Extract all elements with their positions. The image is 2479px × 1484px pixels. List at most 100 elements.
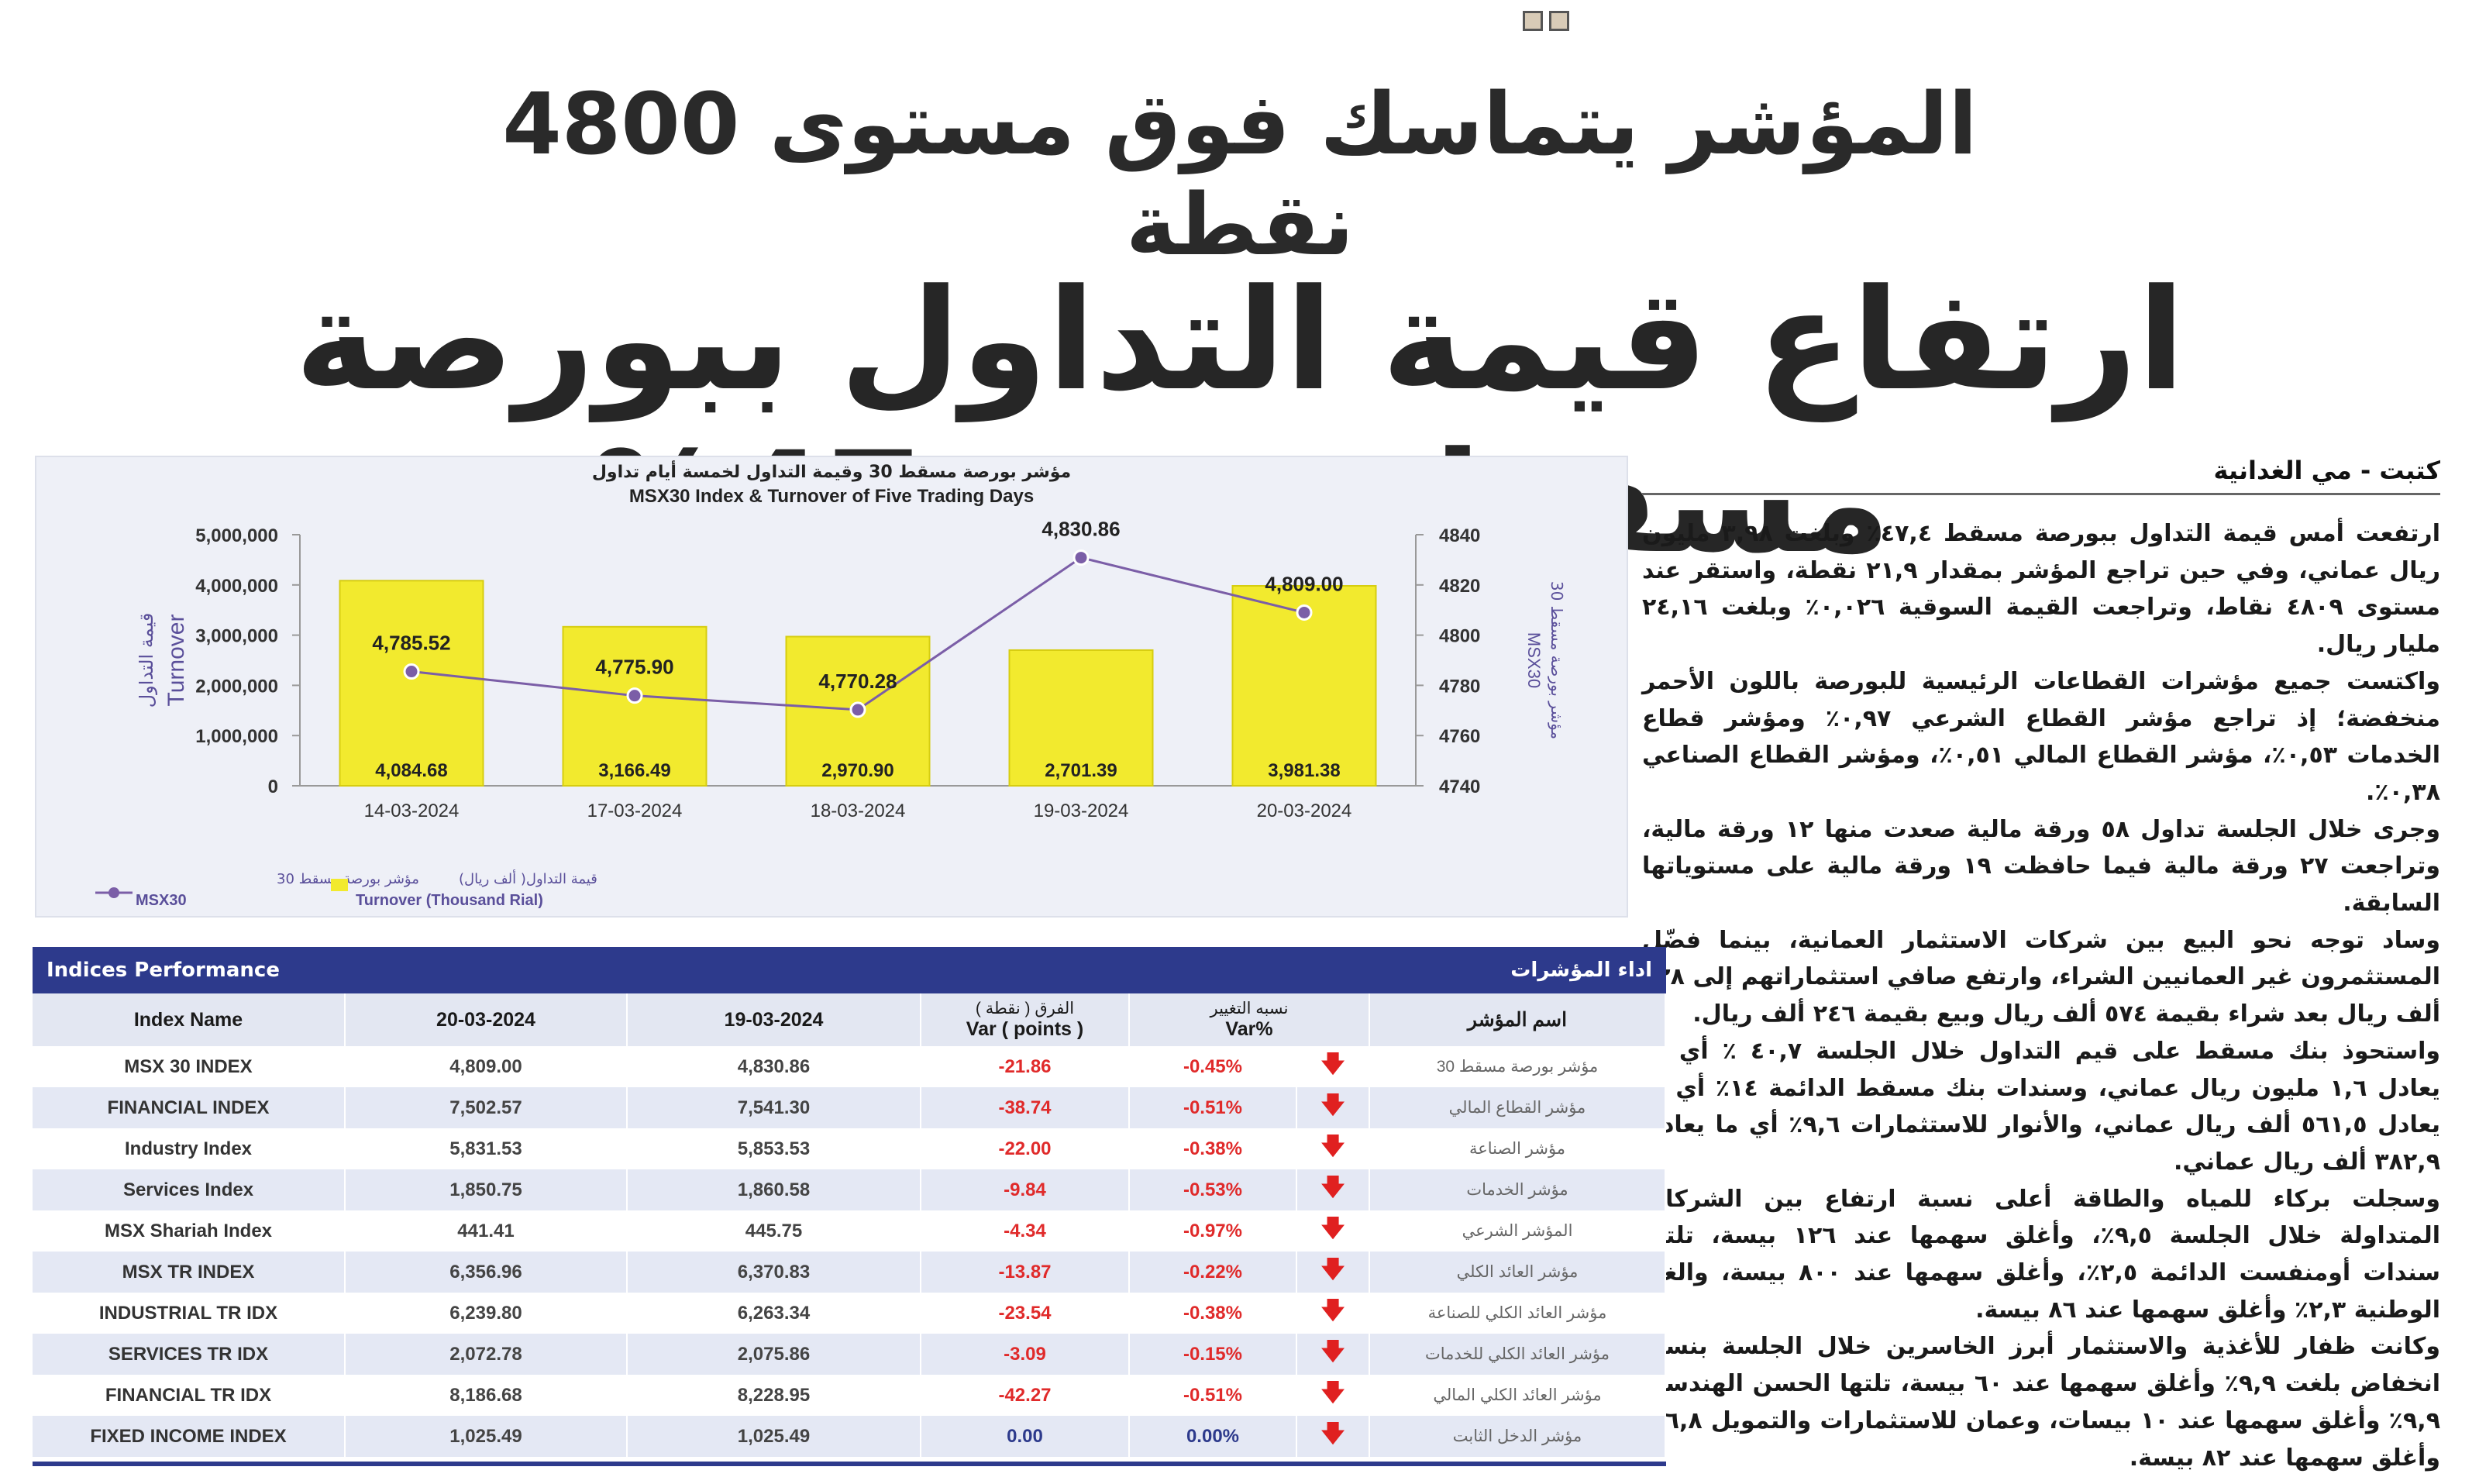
col-var-pct-en: Var% xyxy=(1225,1018,1273,1040)
y2-tick-label: 4820 xyxy=(1439,576,1480,597)
var-pct-cell: -0.51% xyxy=(1129,1087,1297,1128)
msx30-value-label: 4,785.52 xyxy=(372,632,450,655)
table-header-row: Index Name 20-03-2024 19-03-2024 الفرق (… xyxy=(33,993,1666,1046)
table-row: Services Index 1,850.75 1,860.58 -9.84 -0.53… xyxy=(33,1169,1666,1210)
y2-tick-label: 4760 xyxy=(1439,726,1480,747)
table-title-bar: Indices Performance اداء المؤشرات xyxy=(33,947,1666,993)
turnover-bar xyxy=(339,580,484,787)
var-points-cell: -42.27 xyxy=(921,1375,1130,1416)
chart-panel: مؤشر بورصة مسقط 30 وقيمة التداول لخمسة أ… xyxy=(35,456,1628,918)
index-name-cell: SERVICES TR IDX xyxy=(33,1334,346,1375)
col-index-name-ar: اسم المؤشر xyxy=(1369,993,1666,1046)
article-body: ارتفعت أمس قيمة التداول ببورصة مسقط ٤٧,٤… xyxy=(1642,515,2440,1476)
index-name-cell: Services Index xyxy=(33,1169,346,1210)
var-pct-cell: -0.38% xyxy=(1129,1293,1297,1334)
legend-turnover-ar: قيمة التداول( ألف ريال) xyxy=(459,869,597,887)
y-tick-label: 3,000,000 xyxy=(195,626,278,647)
col-var-points-ar: الفرق ( نقطة ) xyxy=(975,1000,1075,1017)
down-arrow-icon: 🡇 xyxy=(1296,1210,1371,1252)
table-row: FINANCIAL TR IDX 8,186.68 8,228.95 -42.27 -0… xyxy=(33,1375,1666,1416)
down-arrow-icon: 🡇 xyxy=(1296,1087,1371,1128)
down-arrow-icon: 🡇 xyxy=(1296,1252,1371,1293)
bar-value-label: 3,166.49 xyxy=(598,760,670,781)
var-pct-cell: -0.22% xyxy=(1129,1252,1297,1293)
value-date2-cell: 445.75 xyxy=(627,1210,921,1252)
turnover-bar xyxy=(562,625,708,787)
var-pct-cell: -0.15% xyxy=(1129,1334,1297,1375)
down-arrow-icon: 🡇 xyxy=(1296,1128,1371,1169)
byline: كتبت - مي الغدانية xyxy=(1642,456,2440,495)
table-title: Indices Performance xyxy=(46,959,280,982)
var-points-cell: -13.87 xyxy=(921,1252,1130,1293)
y2-tick-label: 4780 xyxy=(1439,676,1480,697)
msx30-value-label: 4,770.28 xyxy=(818,670,897,693)
table-row: FINANCIAL INDEX 7,502.57 7,541.30 -38.74 -0.… xyxy=(33,1087,1666,1128)
col-var-points-en: Var ( points ) xyxy=(966,1018,1084,1040)
article-paragraph: وساد توجه نحو البيع بين شركات الاستثمار … xyxy=(1642,926,2440,1028)
header-ornament xyxy=(1523,11,1577,33)
index-name-cell: INDUSTRIAL TR IDX xyxy=(33,1293,346,1334)
y-tick-label: 5,000,000 xyxy=(195,525,278,546)
index-name-cell: MSX TR INDEX xyxy=(33,1252,346,1293)
table-bottom-rule xyxy=(33,1462,1666,1466)
var-points-cell: -9.84 xyxy=(921,1169,1130,1210)
down-arrow-icon: 🡇 xyxy=(1296,1375,1371,1416)
var-pct-cell: -0.97% xyxy=(1129,1210,1297,1252)
var-pct-cell: -0.53% xyxy=(1129,1169,1297,1210)
index-name-ar-cell: مؤشر الدخل الثابت xyxy=(1369,1416,1666,1457)
var-points-cell: -23.54 xyxy=(921,1293,1130,1334)
legend-line-marker xyxy=(108,887,119,898)
value-date1-cell: 441.41 xyxy=(345,1210,628,1252)
value-date2-cell: 1,025.49 xyxy=(627,1416,921,1457)
indices-table: Index Name 20-03-2024 19-03-2024 الفرق (… xyxy=(33,993,1666,1457)
x-tick-label: 14-03-2024 xyxy=(364,801,460,821)
value-date2-cell: 2,075.86 xyxy=(627,1334,921,1375)
msx30-point xyxy=(1296,604,1313,621)
var-pct-cell: 0.00% xyxy=(1129,1416,1297,1457)
y-tick-label: 2,000,000 xyxy=(195,676,278,697)
col-var-points: الفرق ( نقطة ) Var ( points ) xyxy=(921,993,1130,1046)
x-tick-label: 18-03-2024 xyxy=(811,801,906,821)
var-points-cell: -22.00 xyxy=(921,1128,1130,1169)
article-paragraph: ارتفعت أمس قيمة التداول ببورصة مسقط ٤٧,٤… xyxy=(1642,520,2440,659)
col-index-name: Index Name xyxy=(33,993,346,1046)
legend-msx30: MSX30 xyxy=(136,892,187,909)
y-tick-label: 1,000,000 xyxy=(195,726,278,747)
bar-value-label: 2,970.90 xyxy=(821,760,893,781)
x-tick-label: 20-03-2024 xyxy=(1257,801,1352,821)
down-arrow-icon: 🡇 xyxy=(1296,1293,1371,1334)
index-name-ar-cell: مؤشر العائد الكلي للصناعة xyxy=(1369,1293,1666,1334)
value-date1-cell: 1,850.75 xyxy=(345,1169,628,1210)
sub-headline: المؤشر يتماسك فوق مستوى 4800 نقطة xyxy=(502,74,1978,274)
table-row: MSX 30 INDEX 4,809.00 4,830.86 -21.86 -0.45%… xyxy=(33,1046,1666,1087)
var-points-cell: -4.34 xyxy=(921,1210,1130,1252)
index-name-cell: MSX 30 INDEX xyxy=(33,1046,346,1087)
bar-value-label: 2,701.39 xyxy=(1045,760,1117,781)
x-tick-label: 17-03-2024 xyxy=(587,801,683,821)
turnover-index-chart: مؤشر بورصة مسقط 30 وقيمة التداول لخمسة أ… xyxy=(95,460,1566,909)
turnover-bar xyxy=(1008,649,1154,787)
index-name-cell: FIXED INCOME INDEX xyxy=(33,1416,346,1457)
index-name-cell: MSX Shariah Index xyxy=(33,1210,346,1252)
col-date-1: 20-03-2024 xyxy=(345,993,628,1046)
msx30-point xyxy=(403,663,420,680)
table-row: INDUSTRIAL TR IDX 6,239.80 6,263.34 -23.54-… xyxy=(33,1293,1666,1334)
chart-title: MSX30 Index & Turnover of Five Trading D… xyxy=(629,486,1034,507)
index-name-ar-cell: المؤشر الشرعي xyxy=(1369,1210,1666,1252)
index-name-ar-cell: مؤشر الصناعة xyxy=(1369,1128,1666,1169)
value-date1-cell: 7,502.57 xyxy=(345,1087,628,1128)
index-name-cell: FINANCIAL INDEX xyxy=(33,1087,346,1128)
msx30-point xyxy=(1073,549,1090,566)
y2-axis-label-ar: مؤشر بورصة مسقط 30 xyxy=(1548,581,1566,739)
value-date1-cell: 6,356.96 xyxy=(345,1252,628,1293)
table-row: SERVICES TR IDX 2,072.78 2,075.86 -3.09 -0.1… xyxy=(33,1334,1666,1375)
index-name-cell: Industry Index xyxy=(33,1128,346,1169)
article-paragraph: واكتست جميع مؤشرات القطاعات الرئيسية للب… xyxy=(1642,667,2440,806)
down-arrow-icon: 🡇 xyxy=(1296,1334,1371,1375)
var-points-cell: 0.00 xyxy=(921,1416,1130,1457)
col-var-pct: نسبه التغيير Var% xyxy=(1129,993,1370,1046)
index-name-ar-cell: مؤشر العائد الكلي للخدمات xyxy=(1369,1334,1666,1375)
col-var-pct-ar: نسبه التغيير xyxy=(1210,1000,1289,1017)
y-tick-label: 0 xyxy=(268,776,278,797)
down-arrow-icon: 🡇 xyxy=(1296,1169,1371,1210)
